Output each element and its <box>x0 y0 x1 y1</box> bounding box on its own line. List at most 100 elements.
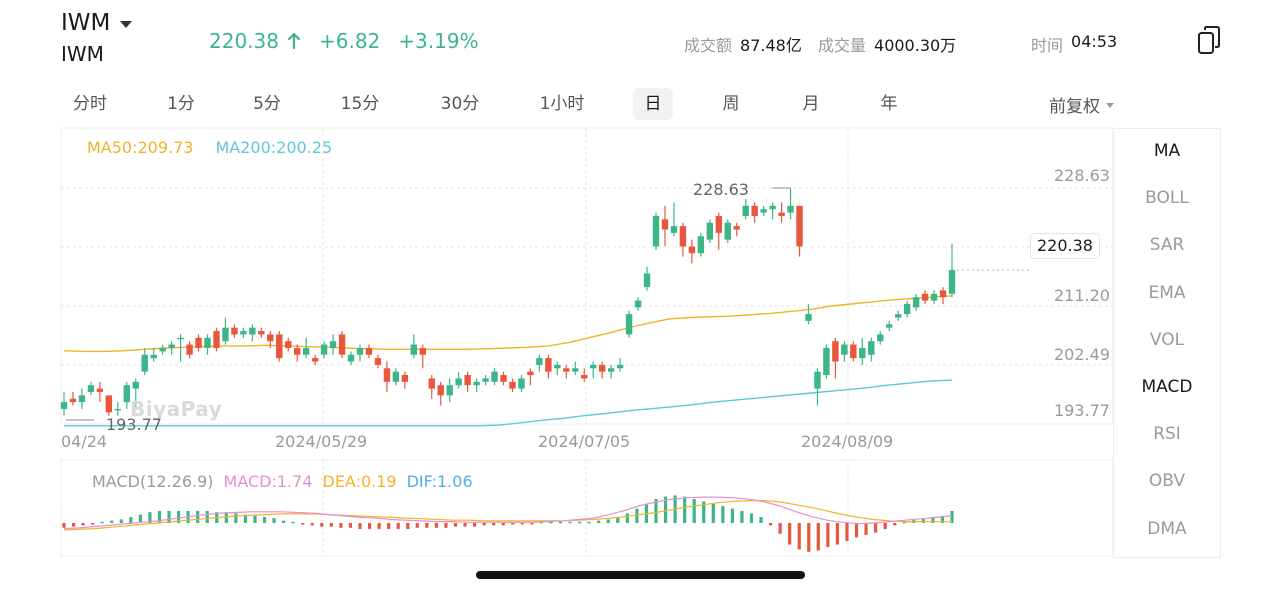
arrow-up-icon <box>287 32 301 50</box>
tab-3[interactable]: 5分 <box>253 94 281 114</box>
candle <box>383 361 391 392</box>
candle-body <box>814 371 821 389</box>
candle <box>311 354 319 365</box>
candle <box>769 202 776 220</box>
tab-9[interactable]: 月 <box>802 94 820 114</box>
macd-bar <box>663 496 668 523</box>
macd-bar <box>406 523 410 529</box>
candle <box>159 344 166 355</box>
candle-body <box>383 368 391 382</box>
candle-body <box>500 375 507 382</box>
candle <box>832 337 839 379</box>
home-indicator[interactable] <box>476 571 805 579</box>
candle-body <box>69 398 77 403</box>
candle-body <box>455 378 462 386</box>
y-tick-label: 202.49 <box>1054 345 1110 364</box>
indicator-ma[interactable]: MA <box>1153 141 1181 161</box>
candle-body <box>724 222 731 240</box>
macd-bar <box>807 523 811 552</box>
candle <box>410 334 418 359</box>
candle <box>912 293 920 311</box>
candle-body <box>401 375 409 382</box>
candle-body <box>311 358 319 362</box>
macd-bar <box>950 511 954 523</box>
candle-body <box>661 219 669 230</box>
tab-4[interactable]: 15分 <box>340 94 380 114</box>
candle-body <box>374 358 382 365</box>
candle <box>634 297 642 311</box>
candle-body <box>60 402 68 409</box>
indicator-vol[interactable]: VOL <box>1149 329 1185 350</box>
tab-10[interactable]: 年 <box>880 94 898 114</box>
candle <box>168 341 175 355</box>
candle-body <box>285 341 292 348</box>
macd-bar <box>387 523 391 529</box>
macd-bar <box>826 523 830 547</box>
candle <box>105 395 113 416</box>
macd-value: MACD:1.74 <box>223 472 313 491</box>
candle-body <box>204 337 211 348</box>
indicator-dma[interactable]: DMA <box>1147 518 1187 539</box>
candle <box>527 368 534 386</box>
macd-bar <box>301 523 305 525</box>
candle <box>886 320 893 332</box>
candle <box>392 368 400 386</box>
indicator-rsi[interactable]: RSI <box>1153 424 1181 445</box>
candle-body <box>419 347 426 355</box>
tab-5[interactable]: 30分 <box>440 94 480 114</box>
macd-bar <box>692 499 696 523</box>
dif-value: DIF:1.06 <box>406 472 473 491</box>
macd-bar <box>683 496 687 523</box>
candle <box>625 310 633 338</box>
candle-body <box>213 331 220 348</box>
volume-value: 4000.30万 <box>874 36 957 55</box>
candle-body <box>302 347 310 355</box>
indicator-macd[interactable]: MACD <box>1141 377 1193 397</box>
candle-body <box>598 364 606 372</box>
candle <box>796 205 803 257</box>
macd-bar <box>110 520 114 523</box>
candle-body <box>877 334 884 342</box>
share-copy-icon[interactable] <box>1196 24 1224 56</box>
indicator-obv[interactable]: OBV <box>1148 471 1186 492</box>
candle <box>841 341 848 362</box>
indicator-boll[interactable]: BOLL <box>1145 188 1189 209</box>
macd-bar <box>444 523 448 528</box>
tab-6[interactable]: 1小时 <box>539 94 585 114</box>
symbol-selector[interactable]: IWM <box>61 10 133 36</box>
tab-2[interactable]: 1分 <box>167 94 195 114</box>
candle-body <box>195 337 202 348</box>
macd-bar <box>625 513 629 523</box>
candle <box>877 331 884 345</box>
x-tick-label: 2024/07/05 <box>538 432 631 451</box>
indicator-ema[interactable]: EMA <box>1148 282 1186 303</box>
tab-8[interactable]: 周 <box>722 94 740 114</box>
macd-bar <box>167 511 171 523</box>
macd-bar <box>835 523 840 545</box>
tab-1[interactable]: 分时 <box>73 94 107 114</box>
macd-bar <box>654 499 658 523</box>
candle-body <box>78 395 86 403</box>
candle-body <box>186 344 193 355</box>
macd-bar <box>492 523 496 526</box>
candle <box>78 388 86 409</box>
candle <box>536 354 543 372</box>
candle-body <box>159 347 166 352</box>
candle-body <box>634 300 642 308</box>
indicator-sar[interactable]: SAR <box>1149 235 1185 256</box>
candle <box>204 334 211 355</box>
y-tick-label: 228.63 <box>1054 166 1110 185</box>
macd-bar <box>291 521 295 524</box>
candle-body <box>742 205 749 216</box>
price-adjust-dropdown[interactable]: 前复权 <box>1049 92 1114 117</box>
macd-bar <box>902 521 906 524</box>
candle-body <box>607 368 615 372</box>
candle <box>661 205 669 247</box>
candle <box>509 378 516 392</box>
candle-body <box>437 385 444 396</box>
tab-7[interactable]: 日 <box>633 88 673 120</box>
candle <box>87 381 95 396</box>
candle-body <box>105 395 113 413</box>
series-ma50 <box>63 295 953 353</box>
